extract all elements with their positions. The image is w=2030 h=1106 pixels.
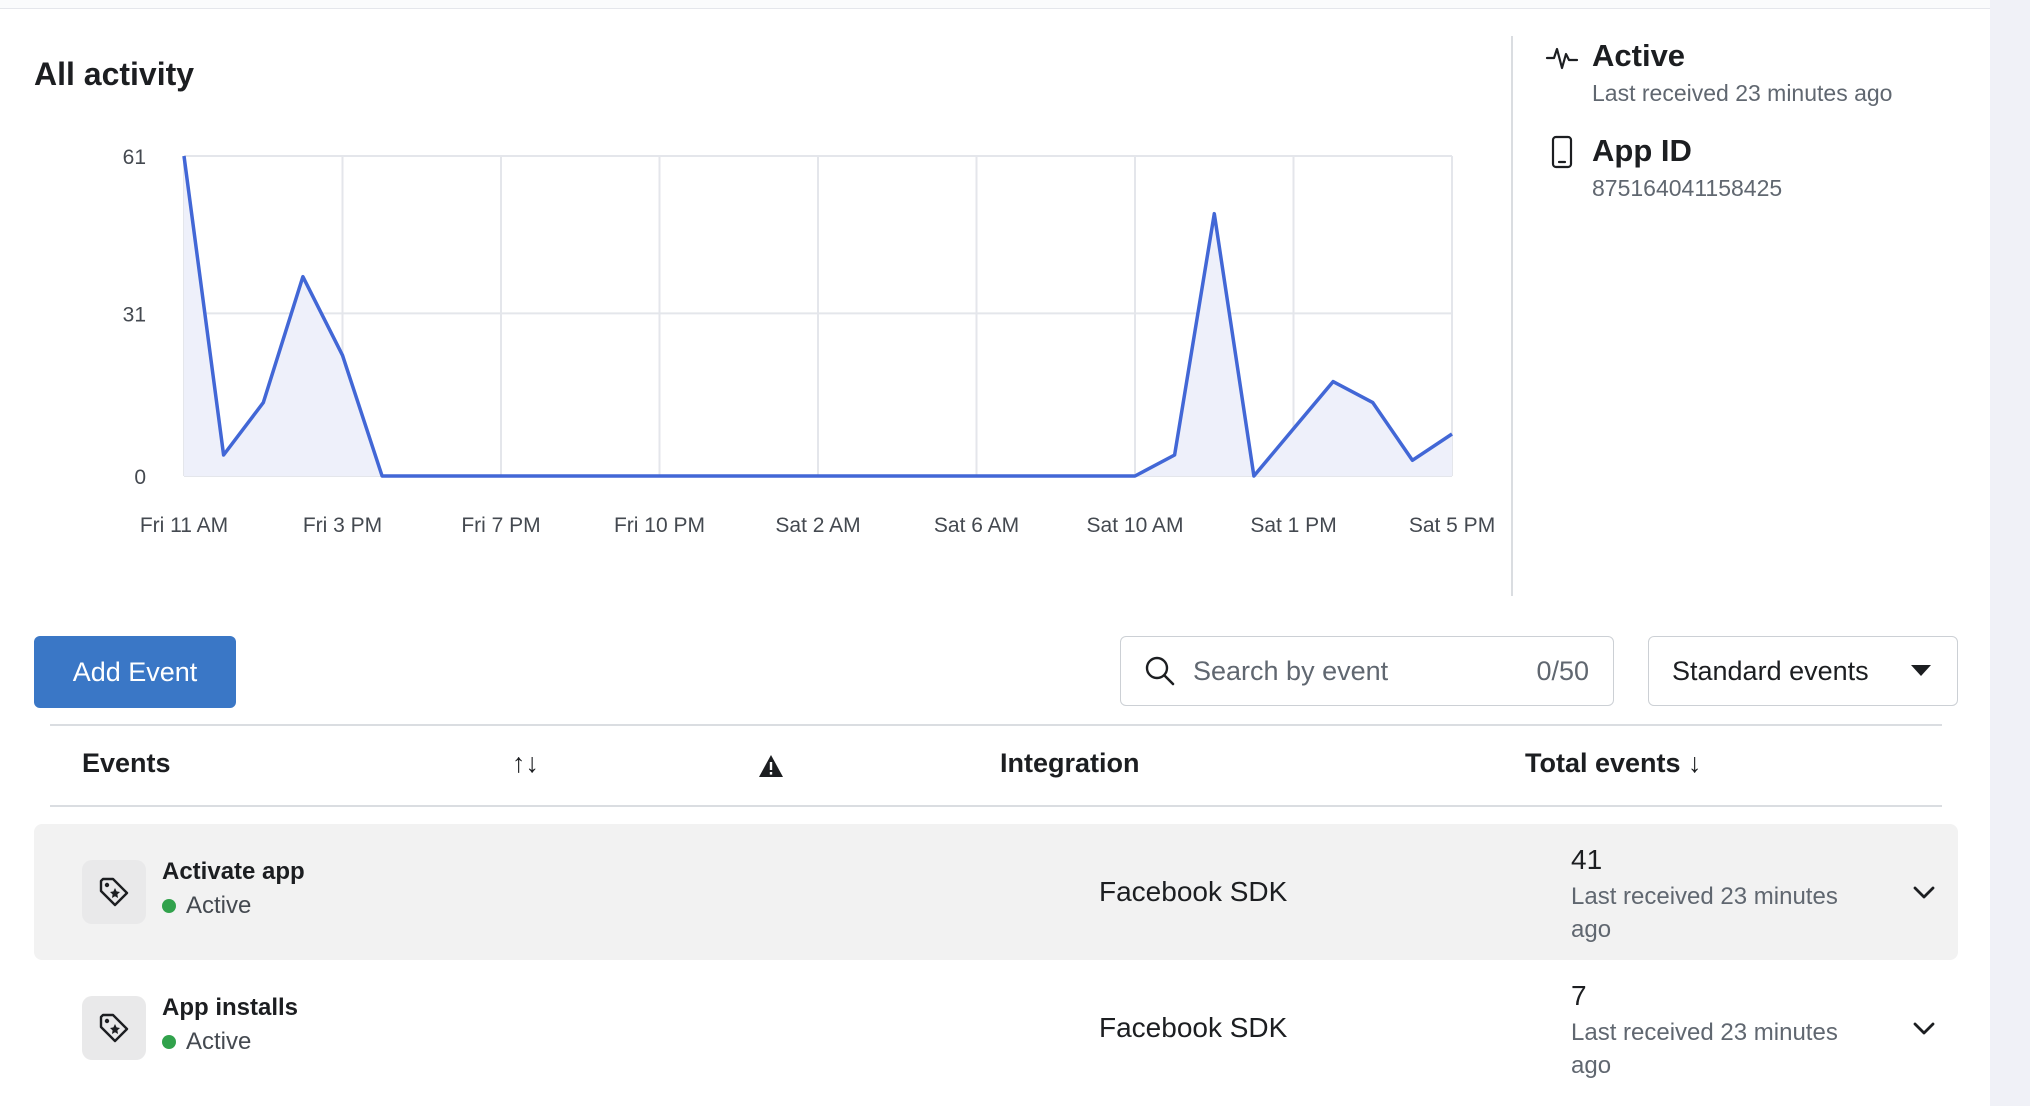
event-integration: Facebook SDK [1099, 876, 1288, 907]
section-title: All activity [34, 56, 195, 92]
active-status-subtitle: Last received 23 minutes ago [1592, 80, 1893, 106]
mobile-phone-icon [1551, 135, 1573, 169]
app-id-title: App ID [1592, 133, 1692, 168]
x-tick-label: Fri 10 PM [614, 514, 705, 537]
event-name: Activate app [162, 858, 305, 885]
status-dot [162, 899, 176, 913]
right-scroll-gutter [1990, 0, 2030, 1106]
event-name: App installs [162, 994, 299, 1021]
app-id-value: 875164041158425 [1592, 175, 1783, 201]
top-edge [0, 0, 1990, 9]
event-tag-icon-wrapper [82, 996, 146, 1060]
status-dot [162, 1035, 176, 1049]
event-status: Active [162, 892, 251, 920]
event-type-dropdown-label: Standard events [1672, 655, 1869, 686]
table-row[interactable]: Activate app Active Facebook SDK 41 Last… [34, 824, 1958, 960]
search-field[interactable]: 0/50 [1120, 636, 1614, 706]
x-tick-label: Fri 11 AM [140, 514, 228, 537]
y-tick-label: 31 [123, 303, 146, 326]
event-last-received: Last received 23 minutes ago [1571, 883, 1838, 943]
caret-down-icon [1911, 665, 1931, 676]
y-tick-label: 0 [134, 466, 146, 489]
event-tag-icon-wrapper [82, 860, 146, 924]
x-tick-label: Sat 5 PM [1409, 514, 1495, 537]
event-total-count: 41 [1571, 844, 1603, 875]
x-tick-label: Sat 10 AM [1087, 514, 1184, 537]
x-tick-label: Fri 3 PM [303, 514, 382, 537]
activity-chart: 0 31 61 Fri 11 AM Fri 3 PM Fri 7 PM Fri 10 PM S… [123, 146, 1496, 537]
warning-icon [759, 755, 783, 777]
x-tick-label: Sat 1 PM [1250, 514, 1336, 537]
event-status: Active [162, 1028, 251, 1056]
table-top-divider [50, 724, 1942, 726]
event-tag-icon [99, 1013, 129, 1043]
chevron-down-icon[interactable] [1910, 878, 1938, 906]
event-last-received: Last received 23 minutes ago [1571, 1019, 1838, 1079]
event-integration: Facebook SDK [1099, 1012, 1288, 1043]
table-header-divider [50, 805, 1942, 807]
column-header-events[interactable]: Events [82, 748, 171, 778]
active-status-title: Active [1592, 38, 1686, 73]
search-input[interactable] [1191, 654, 1495, 688]
x-tick-label: Sat 2 AM [775, 514, 860, 537]
event-status-label: Active [186, 1028, 252, 1055]
event-status-label: Active [186, 892, 252, 919]
chevron-down-icon[interactable] [1910, 1014, 1938, 1042]
x-tick-label: Fri 7 PM [461, 514, 540, 537]
event-type-dropdown[interactable]: Standard events [1648, 636, 1958, 706]
x-tick-label: Sat 6 AM [934, 514, 1019, 537]
activity-pulse-icon [1545, 47, 1579, 70]
search-icon [1145, 656, 1175, 686]
app-id-block: App ID 875164041158425 [1545, 133, 1965, 213]
add-event-button[interactable]: Add Event [34, 636, 236, 708]
column-header-total-events[interactable]: Total events ↓ [1525, 748, 1702, 778]
sort-icon[interactable]: ↑↓ [512, 748, 539, 778]
column-header-integration[interactable]: Integration [1000, 748, 1140, 778]
table-row[interactable]: App installs Active Facebook SDK 7 Last … [34, 960, 1958, 1096]
vertical-divider [1511, 36, 1513, 596]
active-status: Active Last received 23 minutes ago [1545, 38, 1965, 118]
search-char-count: 0/50 [1536, 655, 1589, 686]
event-tag-icon [99, 877, 129, 907]
event-total-count: 7 [1571, 980, 1587, 1011]
y-tick-label: 61 [123, 146, 146, 169]
